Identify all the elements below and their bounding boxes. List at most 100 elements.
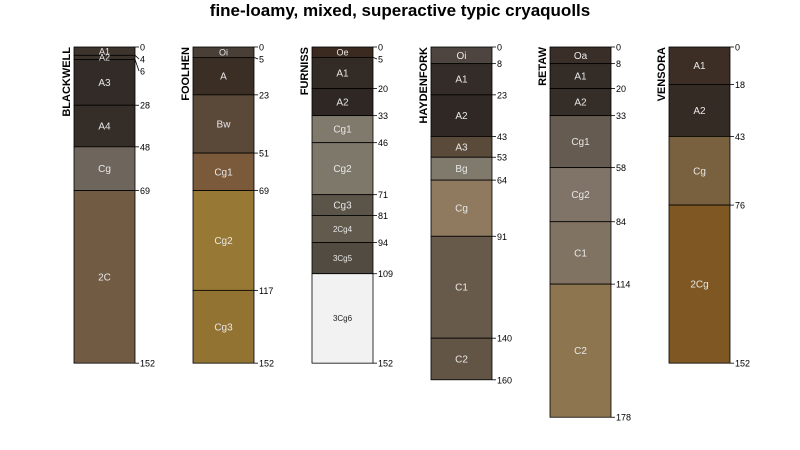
- horizon-label: A2: [99, 53, 110, 63]
- profile-name: FOOLHEN: [180, 47, 192, 101]
- depth-label: 152: [140, 359, 155, 369]
- figure-title: fine-loamy, mixed, superactive typic cry…: [209, 1, 591, 20]
- depth-label: 152: [378, 359, 393, 369]
- depth-label: 114: [616, 280, 630, 290]
- depth-label: 18: [735, 80, 745, 90]
- horizon-label: A2: [336, 98, 349, 109]
- soil-profile: Oe A1 A2 Cg1 Cg2 Cg3 2Cg4 3Cg5 3Cg6 0 5 20 33 46 71 81 9…: [299, 43, 393, 369]
- horizon-label: Oi: [219, 47, 228, 57]
- depth-label: 58: [616, 163, 626, 173]
- depth-label: 33: [378, 111, 388, 121]
- profile-name: HAYDENFORK: [418, 47, 430, 124]
- depth-label: 20: [378, 84, 388, 94]
- horizon-label: 2Cg4: [333, 225, 353, 234]
- profile-name: VENSORA: [656, 47, 668, 101]
- horizon-label: A2: [574, 98, 587, 109]
- horizon-block: [73, 146, 136, 191]
- horizon-label: C1: [574, 248, 587, 259]
- depth-label: 84: [616, 217, 626, 227]
- horizon-block: [430, 235, 493, 339]
- soil-profile: Oi A Bw Cg1 Cg2 Cg3 0 5 23 51 69 117 152 FOOLHEN: [180, 43, 274, 369]
- horizon-block: [192, 190, 255, 291]
- horizon-label: A3: [98, 78, 111, 89]
- horizon-block: [311, 273, 374, 364]
- horizon-block: [549, 115, 612, 169]
- horizon-label: Cg: [98, 164, 111, 175]
- horizon-label: Oi: [457, 51, 467, 62]
- horizon-block: [192, 152, 255, 191]
- horizon-label: Bw: [217, 119, 232, 130]
- depth-tick: [134, 59, 140, 72]
- horizon-label: Oa: [574, 51, 588, 62]
- horizon-block: [430, 179, 493, 237]
- horizon-label: 3Cg6: [333, 314, 353, 323]
- depth-label: 0: [735, 43, 740, 53]
- horizon-label: A1: [455, 75, 468, 86]
- depth-label: 0: [378, 43, 383, 53]
- horizon-block: [73, 190, 136, 364]
- depth-label: 23: [497, 90, 507, 100]
- horizon-block: [549, 221, 612, 285]
- horizon-block: [668, 46, 731, 85]
- depth-label: 43: [735, 132, 745, 142]
- depth-label: 64: [497, 176, 507, 186]
- depth-tick: [134, 55, 140, 60]
- depth-label: 71: [378, 190, 388, 200]
- horizon-label: 3Cg5: [333, 254, 353, 263]
- horizon-label: Cg2: [214, 236, 233, 247]
- depth-label: 5: [378, 55, 383, 65]
- horizon-block: [311, 142, 374, 196]
- horizon-block: [668, 84, 731, 137]
- profile-name: FURNISS: [299, 47, 311, 95]
- horizon-block: [668, 136, 731, 206]
- horizon-label: A3: [455, 142, 468, 153]
- depth-label: 20: [616, 84, 626, 94]
- horizon-block: [430, 63, 493, 96]
- horizon-label: 2Cg: [690, 280, 708, 291]
- horizon-label: Cg: [455, 204, 468, 215]
- horizon-block: [311, 215, 374, 243]
- horizon-block: [311, 57, 374, 90]
- horizon-label: A1: [99, 46, 110, 56]
- depth-label: 4: [140, 55, 145, 65]
- horizon-label: Cg3: [333, 201, 352, 212]
- depth-label: 5: [259, 55, 264, 65]
- soil-profile: A1 A2 Cg 2Cg 0 18 43 76 152 VENSORA: [656, 43, 750, 369]
- horizon-block: [668, 204, 731, 364]
- profile-name: BLACKWELL: [61, 47, 73, 117]
- horizon-block: [430, 337, 493, 381]
- depth-label: 23: [259, 90, 269, 100]
- horizon-label: C1: [455, 283, 468, 294]
- depth-label: 81: [378, 211, 388, 221]
- depth-label: 33: [616, 111, 626, 121]
- profile-name: RETAW: [537, 46, 549, 86]
- depth-label: 109: [378, 269, 393, 279]
- depth-label: 69: [259, 186, 269, 196]
- horizon-block: [549, 88, 612, 117]
- horizon-label: A: [220, 72, 227, 83]
- horizon-label: Oe: [336, 47, 348, 57]
- depth-label: 46: [378, 138, 388, 148]
- horizon-label: Cg3: [214, 322, 233, 333]
- depth-label: 160: [497, 375, 512, 385]
- horizon-label: A1: [693, 61, 706, 72]
- depth-label: 0: [259, 43, 264, 53]
- horizon-label: C2: [455, 355, 468, 366]
- horizon-block: [311, 115, 374, 144]
- depth-label: 6: [140, 67, 145, 77]
- depth-label: 28: [140, 101, 150, 111]
- horizon-block: [311, 88, 374, 117]
- depth-tick: [253, 57, 259, 60]
- depth-label: 76: [735, 201, 745, 211]
- depth-label: 0: [497, 43, 502, 53]
- depth-tick: [372, 57, 378, 60]
- horizon-block: [549, 283, 612, 418]
- depth-label: 51: [259, 149, 269, 159]
- soil-profile: Oi A1 A2 A3 Bg Cg C1 C2 0 8 23 43 53 64 91 140 160 HAYDEN…: [418, 43, 512, 386]
- horizon-label: A4: [98, 122, 111, 133]
- depth-label: 69: [140, 186, 150, 196]
- soil-profile: Oa A1 A2 Cg1 Cg2 C1 C2 0 8 20 33 58 84 114 178 RETAW: [537, 43, 631, 423]
- horizon-label: C2: [574, 346, 587, 357]
